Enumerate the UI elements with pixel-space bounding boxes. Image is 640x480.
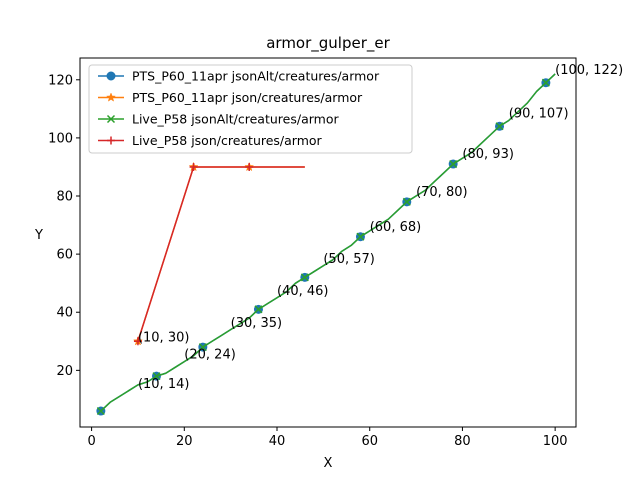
data-point: [300, 273, 309, 282]
series-4: [133, 162, 305, 346]
x-tick-label: 0: [87, 434, 95, 449]
axes-frame: [79, 57, 577, 428]
y-tick-label: 40: [56, 306, 73, 321]
data-point: [356, 232, 365, 241]
data-point: [152, 372, 161, 381]
data-point: [402, 197, 411, 206]
legend-marker: [106, 114, 116, 124]
legend-label: PTS_P60_11apr json/creatures/armor: [132, 90, 363, 105]
point-annotation: (50, 57): [323, 252, 375, 267]
y-tick-label: 100: [48, 131, 73, 146]
y-tick-label: 80: [56, 190, 73, 205]
legend: PTS_P60_11apr jsonAlt/creatures/armor PTS…: [88, 64, 413, 154]
point-annotation: (10, 14): [138, 377, 190, 392]
x-tick-label: 80: [454, 434, 471, 449]
data-point: [245, 162, 254, 171]
legend-item: PTS_P60_11apr json/creatures/armor: [98, 90, 363, 105]
x-axis-label: X: [324, 456, 333, 471]
series-line: [100, 73, 556, 412]
data-point: [541, 78, 550, 87]
data-point: [96, 406, 105, 416]
series-line: [137, 166, 305, 342]
legend-label: Live_P58 jsonAlt/creatures/armor: [132, 112, 339, 127]
data-point: [133, 337, 142, 346]
point-annotation: (20, 24): [184, 348, 236, 363]
axis-ticks: 0 20 40 60 80 100 20 40 60 80 100 120: [48, 73, 567, 449]
y-tick-label: 20: [56, 364, 73, 379]
point-annotation: (70, 80): [416, 185, 468, 200]
point-annotation: (10, 30): [138, 330, 190, 345]
data-point: [198, 343, 207, 352]
chart-title: armor_gulper_er: [266, 34, 390, 53]
legend-marker: [107, 136, 115, 145]
y-tick-label: 60: [56, 248, 73, 263]
legend-marker: [106, 92, 116, 102]
data-point: [189, 162, 198, 171]
point-annotation: (90, 107): [509, 107, 569, 122]
point-annotation: (100, 122): [555, 63, 623, 78]
x-tick-label: 20: [176, 434, 193, 449]
legend-label: PTS_P60_11apr jsonAlt/creatures/armor: [132, 69, 380, 84]
data-point: [449, 160, 458, 169]
y-axis-label: Y: [34, 228, 43, 243]
y-tick-label: 120: [48, 73, 73, 88]
x-tick-label: 100: [543, 434, 568, 449]
point-annotation: (40, 46): [277, 284, 329, 299]
data-point: [495, 122, 504, 131]
point-annotations: (10, 14) (10, 30) (20, 24) (30, 35) (40, 46)…: [138, 63, 623, 392]
x-tick-label: 60: [361, 434, 378, 449]
point-annotation: (30, 35): [231, 316, 283, 331]
point-annotation: (80, 93): [462, 147, 514, 162]
legend-box: [88, 64, 413, 154]
legend-item: Live_P58 json/creatures/armor: [98, 133, 323, 148]
legend-item: PTS_P60_11apr jsonAlt/creatures/armor: [98, 69, 380, 84]
legend-label: Live_P58 json/creatures/armor: [132, 133, 323, 148]
point-annotation: (60, 68): [370, 220, 422, 235]
legend-marker: [106, 71, 116, 81]
series-3: [96, 73, 556, 416]
x-tick-label: 40: [269, 434, 286, 449]
data-point: [254, 305, 263, 314]
plot-area: [96, 73, 556, 416]
legend-item: Live_P58 jsonAlt/creatures/armor: [98, 112, 339, 127]
